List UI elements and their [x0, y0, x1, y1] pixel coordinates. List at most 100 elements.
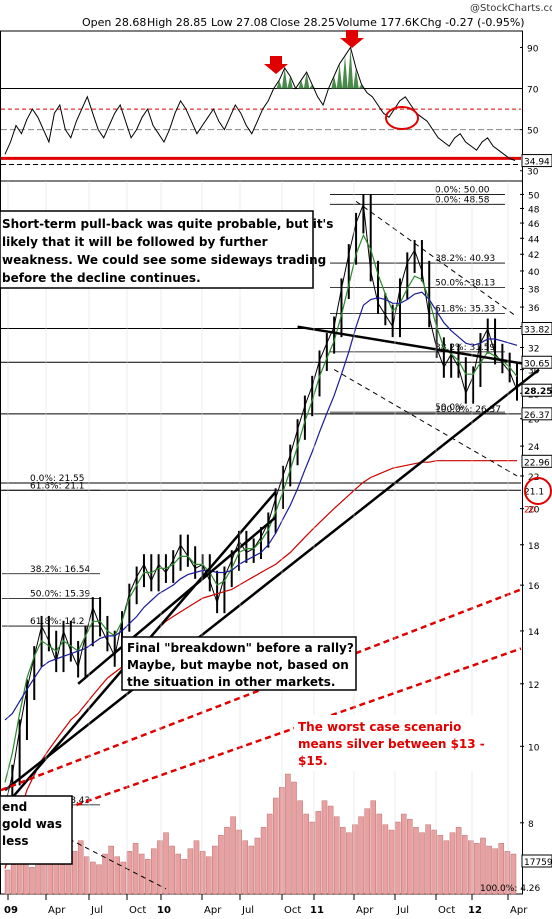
- fib-label: 50.0%: [435, 403, 464, 413]
- volume-bar: [236, 829, 242, 895]
- price-tick-label: 44: [528, 235, 540, 245]
- price-tick-label: 46: [528, 220, 540, 230]
- volume-bar: [364, 808, 370, 895]
- note-bl-line-3: less: [2, 834, 29, 848]
- volume-bar: [132, 843, 139, 895]
- rsi-tick-label: 90: [527, 44, 539, 54]
- moving-average-1: [4, 233, 518, 783]
- annotation-red: The worst case scenario means silver bet…: [294, 715, 489, 771]
- fib-label: 0.0%: 50.00: [435, 185, 490, 195]
- price-tick-label: 24: [528, 443, 540, 453]
- x-tick-label: Jul: [90, 905, 103, 916]
- price-label-box: [521, 407, 552, 421]
- red-down-arrow-2: [340, 30, 364, 48]
- volume-bar: [419, 832, 425, 895]
- volume-bar: [388, 829, 395, 895]
- price-tick-label: 26: [528, 416, 540, 426]
- volume-panel: 17759 100.0%: 4.26: [4, 773, 552, 895]
- price-tick-label: 32: [528, 344, 539, 354]
- price-label: 26.37: [524, 411, 550, 421]
- moving-average-3: [4, 460, 517, 869]
- volume-bar: [407, 819, 413, 895]
- rsi-overbought-fill: [276, 47, 365, 89]
- note-red-line-2: means silver between $13 -: [298, 737, 485, 751]
- dashed-channel: [355, 200, 518, 318]
- price-tick-label: 36: [528, 304, 540, 314]
- fib-label: 50.0%: 15.39: [30, 589, 91, 599]
- fib-label: 61.8%: 14.2: [30, 617, 85, 627]
- price-label-box: [521, 355, 552, 369]
- price-tick-label: 40: [528, 268, 540, 278]
- fib-label: 50.0%: 38.13: [435, 278, 495, 288]
- volume-bar: [59, 864, 66, 895]
- x-tick-label: 10: [157, 905, 171, 916]
- volume-bar: [144, 859, 151, 895]
- volume-bar: [461, 835, 468, 895]
- note-mid-line-2: Maybe, but maybe not, based on: [127, 658, 349, 672]
- moving-average-2: [4, 291, 518, 721]
- x-tick-label: Jul: [241, 905, 254, 916]
- note-top-line-2: likely that it will be followed by furth…: [2, 235, 268, 249]
- volume-bottom-label: 100.0%: 4.26: [480, 884, 541, 894]
- price-tick-label: 50: [528, 191, 540, 201]
- annotation-mid: Final "breakdown" before a rally? Maybe,…: [121, 636, 358, 691]
- volume-bar: [297, 800, 303, 895]
- volume-bar: [181, 859, 188, 895]
- volume-bar: [126, 851, 133, 895]
- volume-bar: [309, 821, 316, 895]
- volume-bar: [340, 827, 346, 895]
- volume-bar: [218, 835, 224, 895]
- volume-bar: [425, 824, 431, 895]
- price-label: 22.96: [524, 458, 550, 468]
- volume-bar: [443, 840, 450, 895]
- note-red-line-1: The worst case scenario: [298, 720, 461, 734]
- stockcharts-brand: @StockCharts.com: [470, 3, 552, 14]
- note-top-line-1: Short-term pull-back was quite probable,…: [2, 217, 333, 231]
- price-tick-label: 18: [528, 542, 540, 552]
- volume-bar: [498, 843, 505, 895]
- volume-bar: [157, 840, 163, 895]
- volume-bar: [163, 832, 169, 895]
- volume-bar: [266, 813, 273, 895]
- price-label: 21.1: [524, 487, 544, 497]
- volume-bar: [169, 845, 175, 895]
- price-line: [4, 204, 518, 807]
- x-tick-label: Apr: [204, 905, 222, 916]
- volume-bar: [431, 829, 437, 895]
- volume-last-value: 17759: [524, 858, 552, 868]
- trend-line: [77, 516, 277, 685]
- header-open: Open 28.68: [82, 16, 146, 29]
- header-volume: Volume 177.6K: [336, 16, 420, 29]
- volume-bar: [376, 813, 383, 895]
- svg-text:Final "breakdown" before a ral: Final "breakdown" before a rally? Maybe,…: [127, 641, 358, 689]
- volume-bar: [370, 800, 377, 895]
- volume-bar: [394, 821, 401, 895]
- volume-bar: [10, 864, 17, 895]
- rsi-value-box: [521, 154, 552, 168]
- volume-bar: [212, 845, 218, 895]
- price-tick-label: 14: [528, 628, 540, 638]
- volume-bar: [400, 813, 407, 895]
- note-top-line-4: before the decline continues.: [2, 271, 201, 285]
- note-bl-line-2: gold was: [2, 817, 62, 831]
- rsi-tick-label: 70: [527, 86, 539, 96]
- volume-bar: [449, 832, 456, 895]
- rsi-last-value: 34.94: [524, 158, 550, 168]
- volume-value-box: [521, 854, 552, 868]
- volume-bar: [510, 853, 517, 895]
- volume-bar: [248, 845, 255, 895]
- volume-bar: [102, 853, 108, 895]
- trend-line: [4, 368, 540, 792]
- volume-bar: [492, 848, 498, 895]
- annotation-bottom-left: end gold was less: [0, 795, 73, 865]
- volume-bar: [224, 827, 230, 895]
- price-tick-label: 10: [528, 743, 540, 753]
- volume-bar: [84, 856, 90, 895]
- volume-bar: [108, 845, 114, 895]
- svg-text:The worst case scenario: The worst case scenario means silver bet…: [298, 720, 489, 768]
- price-tick-label: 16: [528, 582, 540, 592]
- volume-bar: [114, 856, 121, 895]
- price-label: 30.65: [524, 359, 550, 369]
- x-tick-label: Oct: [129, 905, 146, 916]
